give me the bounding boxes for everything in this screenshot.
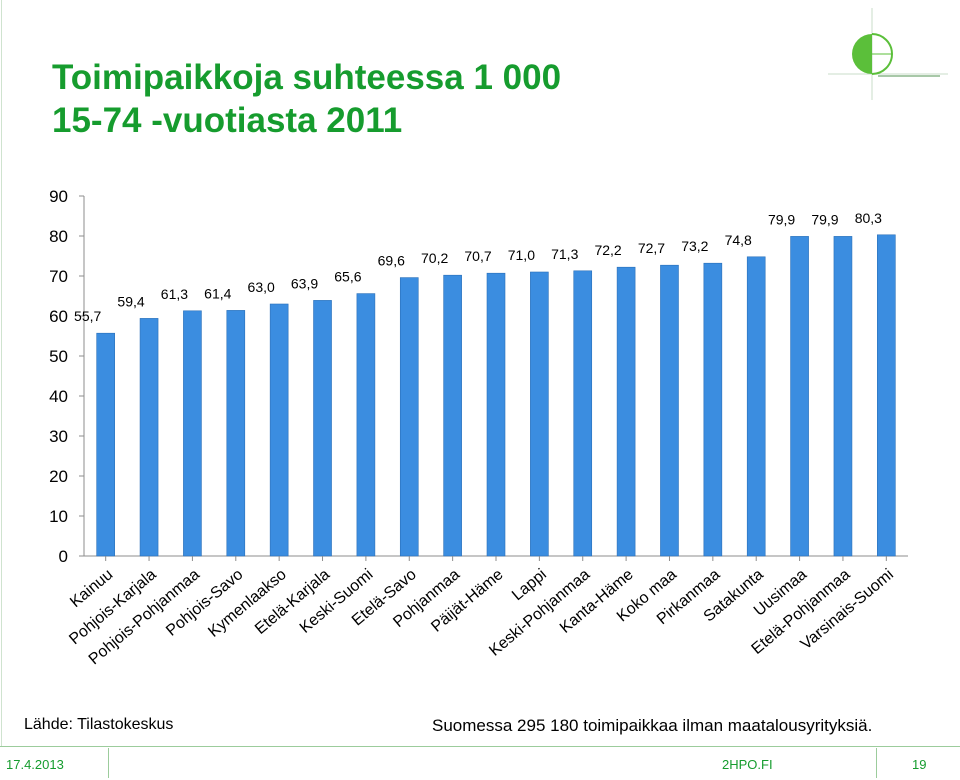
footer-date: 17.4.2013 — [6, 757, 64, 772]
bar — [530, 271, 549, 557]
bar — [313, 300, 332, 557]
bar — [399, 277, 419, 557]
value-label: 55,7 — [74, 308, 101, 324]
bar — [790, 236, 809, 557]
x-axis-labels: KainuuPohjois-KarjalaPohjois-PohjanmaaPo… — [66, 556, 897, 668]
bar — [660, 264, 679, 557]
title-line-1: Toimipaikkoja suhteessa 1 000 — [52, 58, 562, 97]
value-label: 61,3 — [161, 286, 188, 302]
value-label: 79,9 — [768, 211, 795, 227]
value-label: 63,9 — [291, 275, 318, 291]
bar — [616, 266, 636, 557]
x-tick-label: Etelä-Karjala — [252, 566, 333, 638]
value-label: 71,0 — [508, 247, 535, 263]
bar — [573, 270, 593, 557]
source-text: Lähde: Tilastokeskus — [24, 716, 174, 733]
logo-icon — [828, 8, 948, 100]
bar — [443, 274, 462, 557]
value-label: 65,6 — [334, 269, 361, 285]
y-tick-label: 50 — [49, 347, 68, 366]
footer-divider — [0, 746, 960, 747]
bar — [703, 262, 723, 557]
y-tick-label: 10 — [49, 507, 68, 526]
value-label: 61,4 — [204, 285, 231, 301]
footer-site: 2HPO.FI — [722, 757, 773, 772]
bar — [746, 256, 766, 557]
y-tick-label: 0 — [59, 547, 68, 566]
page-title: Toimipaikkoja suhteessa 1 000 15-74 -vuo… — [52, 56, 561, 142]
bar — [877, 234, 896, 557]
footer-separator — [876, 748, 877, 778]
y-tick-label: 70 — [49, 267, 68, 286]
bar — [139, 318, 159, 557]
value-label: 70,2 — [421, 250, 448, 266]
y-tick-label: 80 — [49, 227, 68, 246]
value-label: 59,4 — [117, 293, 144, 309]
value-label: 74,8 — [725, 232, 752, 248]
y-tick-label: 90 — [49, 187, 68, 206]
value-label: 70,7 — [464, 248, 491, 264]
y-tick-label: 60 — [49, 307, 68, 326]
value-label: 79,9 — [811, 211, 838, 227]
bar — [486, 272, 506, 557]
y-axis: 0 10 20 30 40 50 60 70 80 90 — [49, 187, 908, 566]
value-label: 63,0 — [248, 279, 275, 295]
bar — [833, 236, 853, 557]
bar-chart: 0 10 20 30 40 50 60 70 80 90 55,7 59,4 61,3 61,4 63,0… — [49, 187, 908, 668]
value-label: 72,7 — [638, 240, 665, 256]
value-label: 73,2 — [681, 238, 708, 254]
bar — [226, 310, 246, 557]
footer-separator — [108, 748, 109, 778]
value-labels: 55,7 59,4 61,3 61,4 63,0 63,9 65,6 69,6 70,2 70,7… — [74, 210, 882, 324]
y-tick-label: 40 — [49, 387, 68, 406]
bar — [183, 310, 202, 557]
left-rule — [1, 0, 2, 746]
y-tick-label: 30 — [49, 427, 68, 446]
value-label: 80,3 — [855, 210, 882, 226]
bar — [356, 293, 376, 557]
bar — [269, 303, 289, 557]
bars — [96, 234, 896, 557]
value-label: 71,3 — [551, 246, 578, 262]
page-number: 19 — [912, 757, 927, 772]
bar — [96, 332, 115, 557]
title-line-2: 15-74 -vuotiasta 2011 — [52, 101, 403, 140]
value-label: 72,2 — [594, 242, 621, 258]
note-text: Suomessa 295 180 toimipaikkaa ilman maat… — [432, 716, 873, 735]
value-label: 69,6 — [378, 253, 405, 269]
y-tick-label: 20 — [49, 467, 68, 486]
